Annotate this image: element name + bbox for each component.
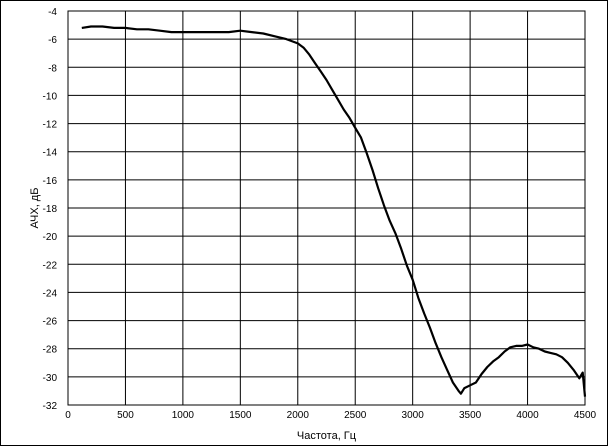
y-tick-label: -16: [43, 176, 58, 187]
x-tick-label: 3000: [402, 410, 425, 421]
x-tick-label: 2500: [344, 410, 367, 421]
y-tick-label: -14: [43, 148, 58, 159]
x-tick-label: 4000: [516, 410, 539, 421]
x-tick-label: 1000: [172, 410, 195, 421]
y-tick-label: -18: [43, 204, 58, 215]
y-tick-label: -12: [43, 120, 58, 131]
y-tick-label: -24: [43, 288, 58, 299]
y-tick-label: -10: [43, 91, 58, 102]
y-tick-label: -30: [43, 373, 58, 384]
plot-area: [67, 10, 586, 406]
y-axis-label: АЧХ, дБ: [29, 188, 41, 229]
y-tick-label: -32: [43, 401, 58, 412]
grid: [67, 10, 586, 406]
x-tick-label: 2000: [287, 410, 310, 421]
x-tick-labels: 0 500 1000 1500 2000 2500 3000 3500 4000 4500: [65, 410, 596, 421]
x-tick-label: 4500: [574, 410, 597, 421]
y-tick-label: -26: [43, 317, 58, 328]
x-tick-label: 500: [117, 410, 134, 421]
x-axis-label: Частота, Гц: [297, 430, 357, 442]
y-tick-label: -28: [43, 345, 58, 356]
y-tick-label: -8: [48, 63, 57, 74]
y-tick-label: -20: [43, 232, 58, 243]
series-line: [81, 25, 587, 397]
x-tick-label: 3500: [459, 410, 482, 421]
x-tick-label: 1500: [229, 410, 252, 421]
y-tick-label: -22: [43, 260, 58, 271]
x-tick-label: 0: [65, 410, 71, 421]
y-tick-label: -6: [48, 35, 57, 46]
y-tick-labels: -4 -6 -8 -10 -12 -14 -16 -18 -20 -22 -24 -26 -28 -30 -…: [43, 7, 58, 412]
y-tick-label: -4: [48, 7, 57, 18]
